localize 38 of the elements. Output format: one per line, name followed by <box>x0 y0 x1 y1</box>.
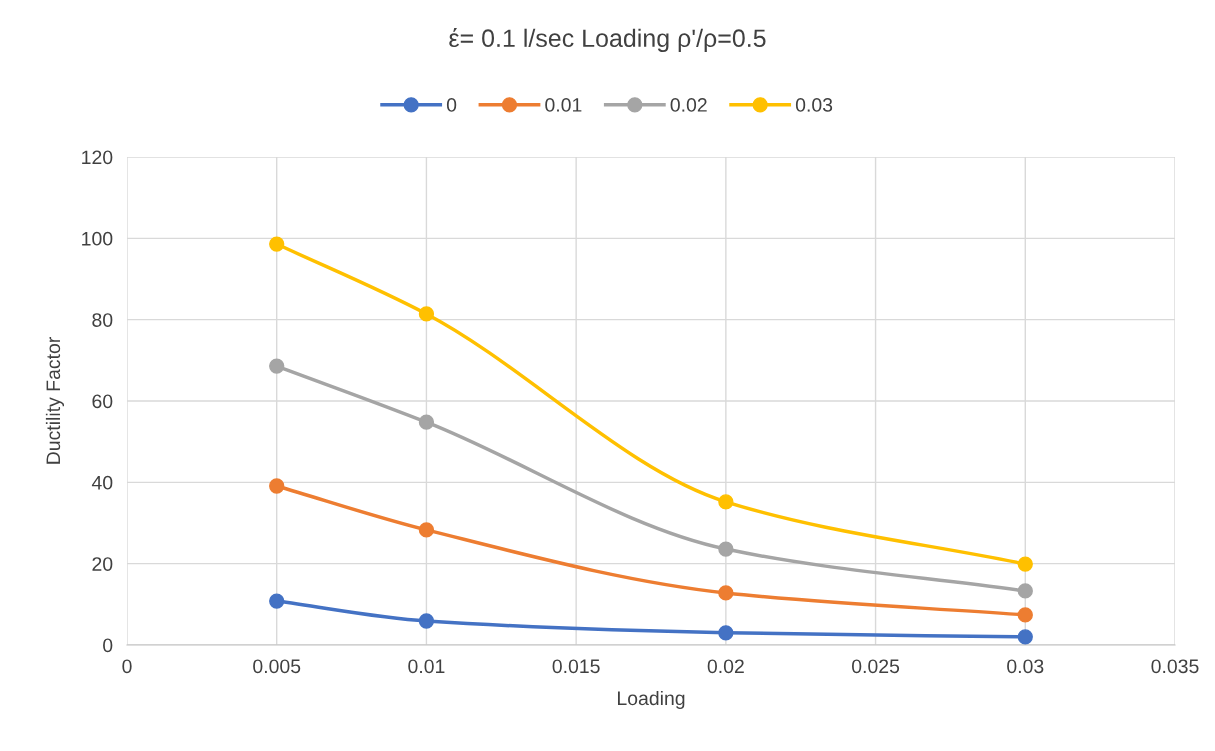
point <box>718 541 734 557</box>
y-tick-label: 0 <box>103 638 113 653</box>
y-tick-label: 60 <box>92 394 113 409</box>
x-tick-label: 0.005 <box>253 659 301 674</box>
y-tick-label: 40 <box>91 475 113 490</box>
point <box>418 613 435 629</box>
point <box>1017 607 1033 623</box>
y-tick-label: 120 <box>82 150 113 165</box>
legend-label: 0.02 <box>670 98 707 112</box>
point <box>718 494 734 510</box>
y-tick-label: 80 <box>92 313 113 327</box>
legend-label: 0.03 <box>795 98 833 112</box>
point <box>418 522 435 538</box>
point <box>269 478 285 494</box>
x-tick-label: 0.025 <box>852 659 900 674</box>
point <box>718 585 734 601</box>
y-axis-title: Ductility Factor <box>45 337 65 464</box>
x-tick-label: 0.015 <box>552 659 600 674</box>
point <box>1017 629 1033 645</box>
x-tick-label: 0.01 <box>408 659 445 674</box>
x-tick-label: 0.02 <box>707 659 744 674</box>
legend-label: 0 <box>446 98 457 112</box>
x-tick-label: 0.03 <box>1007 659 1044 674</box>
point <box>269 358 285 374</box>
point <box>418 306 435 322</box>
x-tick-label: 0 <box>122 659 132 674</box>
x-tick-label: 0.035 <box>1151 659 1199 674</box>
point <box>1017 583 1033 599</box>
legend-label: 0.01 <box>545 98 582 112</box>
point <box>718 625 734 641</box>
y-tick-label: 20 <box>92 557 113 571</box>
y-tick-label: 100 <box>82 231 113 246</box>
chart-title: έ= 0.1 l/sec Loading ρ'/ρ=0.5 <box>449 27 766 53</box>
point <box>269 593 285 609</box>
point <box>269 236 285 252</box>
point <box>1017 556 1033 572</box>
x-axis-title: Loading <box>618 690 685 710</box>
point <box>418 414 435 430</box>
